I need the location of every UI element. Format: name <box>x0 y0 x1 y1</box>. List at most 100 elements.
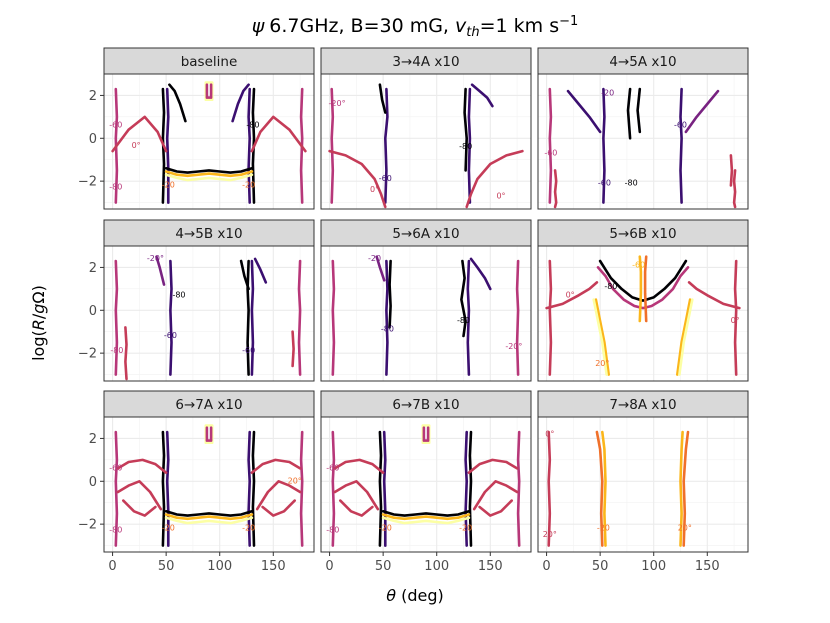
x-tick-label: 50 <box>158 559 175 574</box>
panel-border <box>320 245 532 382</box>
contour-label: -20 <box>242 524 255 533</box>
contour-line <box>164 170 254 178</box>
x-tick-label: 0 <box>325 559 333 574</box>
contour-label: -80 <box>604 282 617 291</box>
contour-label: -60 <box>164 331 177 340</box>
contour-label: -20 <box>597 524 610 533</box>
contour-line <box>165 430 170 547</box>
contour-line <box>124 326 128 381</box>
contour-line <box>643 255 648 323</box>
facet-panel: 6→7B x10 -80 -20 -20 -60 0 50 100 150 <box>320 390 532 574</box>
contour-line <box>375 255 386 282</box>
contour-line <box>116 458 168 475</box>
contour-line <box>247 87 251 204</box>
x-tick-label: 100 <box>424 559 449 574</box>
contour-line <box>239 259 250 291</box>
panel-border <box>320 416 532 553</box>
contour-line <box>682 430 690 547</box>
contour-line <box>330 87 335 204</box>
contour-label: -20 <box>601 88 614 97</box>
contour-line <box>297 259 302 376</box>
contour-line <box>385 259 389 376</box>
contour-line <box>468 430 473 547</box>
contour-line <box>164 513 254 521</box>
contour-line <box>465 149 524 209</box>
contour-label: -80 <box>459 142 472 151</box>
contour-label: -20 <box>162 181 175 190</box>
contour-line <box>169 259 173 376</box>
contour-line <box>515 259 520 376</box>
contour-line <box>333 458 385 475</box>
contour-line <box>168 83 187 123</box>
contour-line <box>161 430 166 547</box>
contour-label: -20 <box>242 181 255 190</box>
facet-strip-label: 6→7A x10 <box>175 397 242 413</box>
contour-line <box>328 149 387 209</box>
contour-line <box>122 499 157 517</box>
facet-strip <box>537 390 749 418</box>
facet-panel: 3→4A x10 -20° -60 -80 0° 0° <box>320 47 532 210</box>
contour-line <box>566 89 602 134</box>
contour-line <box>111 115 168 153</box>
contour-label: 20° <box>543 530 557 539</box>
contour-line <box>251 87 256 204</box>
contour-line <box>250 458 302 475</box>
contour-line <box>205 426 213 442</box>
contour-line <box>253 257 268 284</box>
contour-line <box>733 259 738 376</box>
contour-line <box>164 173 254 182</box>
contour-label: -80 <box>457 316 470 325</box>
facet-strip-label: 3→4A x10 <box>392 54 459 70</box>
contour-line <box>381 516 471 525</box>
contour-line <box>378 430 383 547</box>
x-tick-label: 0 <box>108 559 116 574</box>
plot-background <box>538 417 748 552</box>
facet-panel: 4→5B x10 -20° -80 -80 -60 -60 −2 0 2 <box>78 219 315 382</box>
contour-line <box>675 298 692 376</box>
contour-label: -80 <box>110 346 123 355</box>
x-tick-label: 100 <box>641 559 666 574</box>
panel-border <box>103 245 315 382</box>
contour-label: -60 <box>674 121 687 130</box>
contour-label: -80 <box>625 178 638 187</box>
contour-label: 20° <box>288 476 302 485</box>
contour-label: -60 <box>109 464 122 473</box>
contour-line <box>594 298 611 376</box>
contour-line <box>516 430 521 547</box>
contour-line <box>161 87 166 204</box>
contour-line <box>684 89 720 134</box>
contour-line <box>155 255 166 286</box>
x-tick-label: 150 <box>478 559 503 574</box>
contour-line <box>381 509 471 517</box>
contour-line <box>422 426 430 442</box>
contour-label: -20° <box>329 99 346 108</box>
facet-strip <box>320 219 532 247</box>
contour-line <box>464 430 469 547</box>
contour-line <box>553 169 558 209</box>
contour-line <box>548 259 553 376</box>
y-tick-label: −2 <box>78 347 97 362</box>
facet-strip-label: 4→5B x10 <box>175 226 242 242</box>
contour-label: -20 <box>379 524 392 533</box>
facet-strip <box>103 219 315 247</box>
contour-line <box>466 259 471 376</box>
contour-line <box>602 87 606 204</box>
facet-strip <box>103 47 315 75</box>
contour-label: 0° <box>132 141 141 150</box>
contour-line <box>247 430 251 547</box>
contour-line <box>596 266 690 310</box>
y-tick-label: 0 <box>89 475 97 490</box>
contour-line <box>251 430 256 547</box>
contour-line <box>164 167 254 174</box>
contour-label: 20° <box>595 359 609 368</box>
contour-label: -60 <box>326 464 339 473</box>
y-tick-label: 2 <box>89 89 97 104</box>
contour-line <box>333 479 380 511</box>
contour-line <box>388 259 392 329</box>
contour-label: -20 <box>459 524 472 533</box>
plot-background <box>104 246 314 381</box>
y-tick-label: 0 <box>89 132 97 147</box>
contour-line <box>678 298 694 376</box>
y-tick-label: 2 <box>89 261 97 276</box>
facet-strip-label: baseline <box>181 54 238 70</box>
